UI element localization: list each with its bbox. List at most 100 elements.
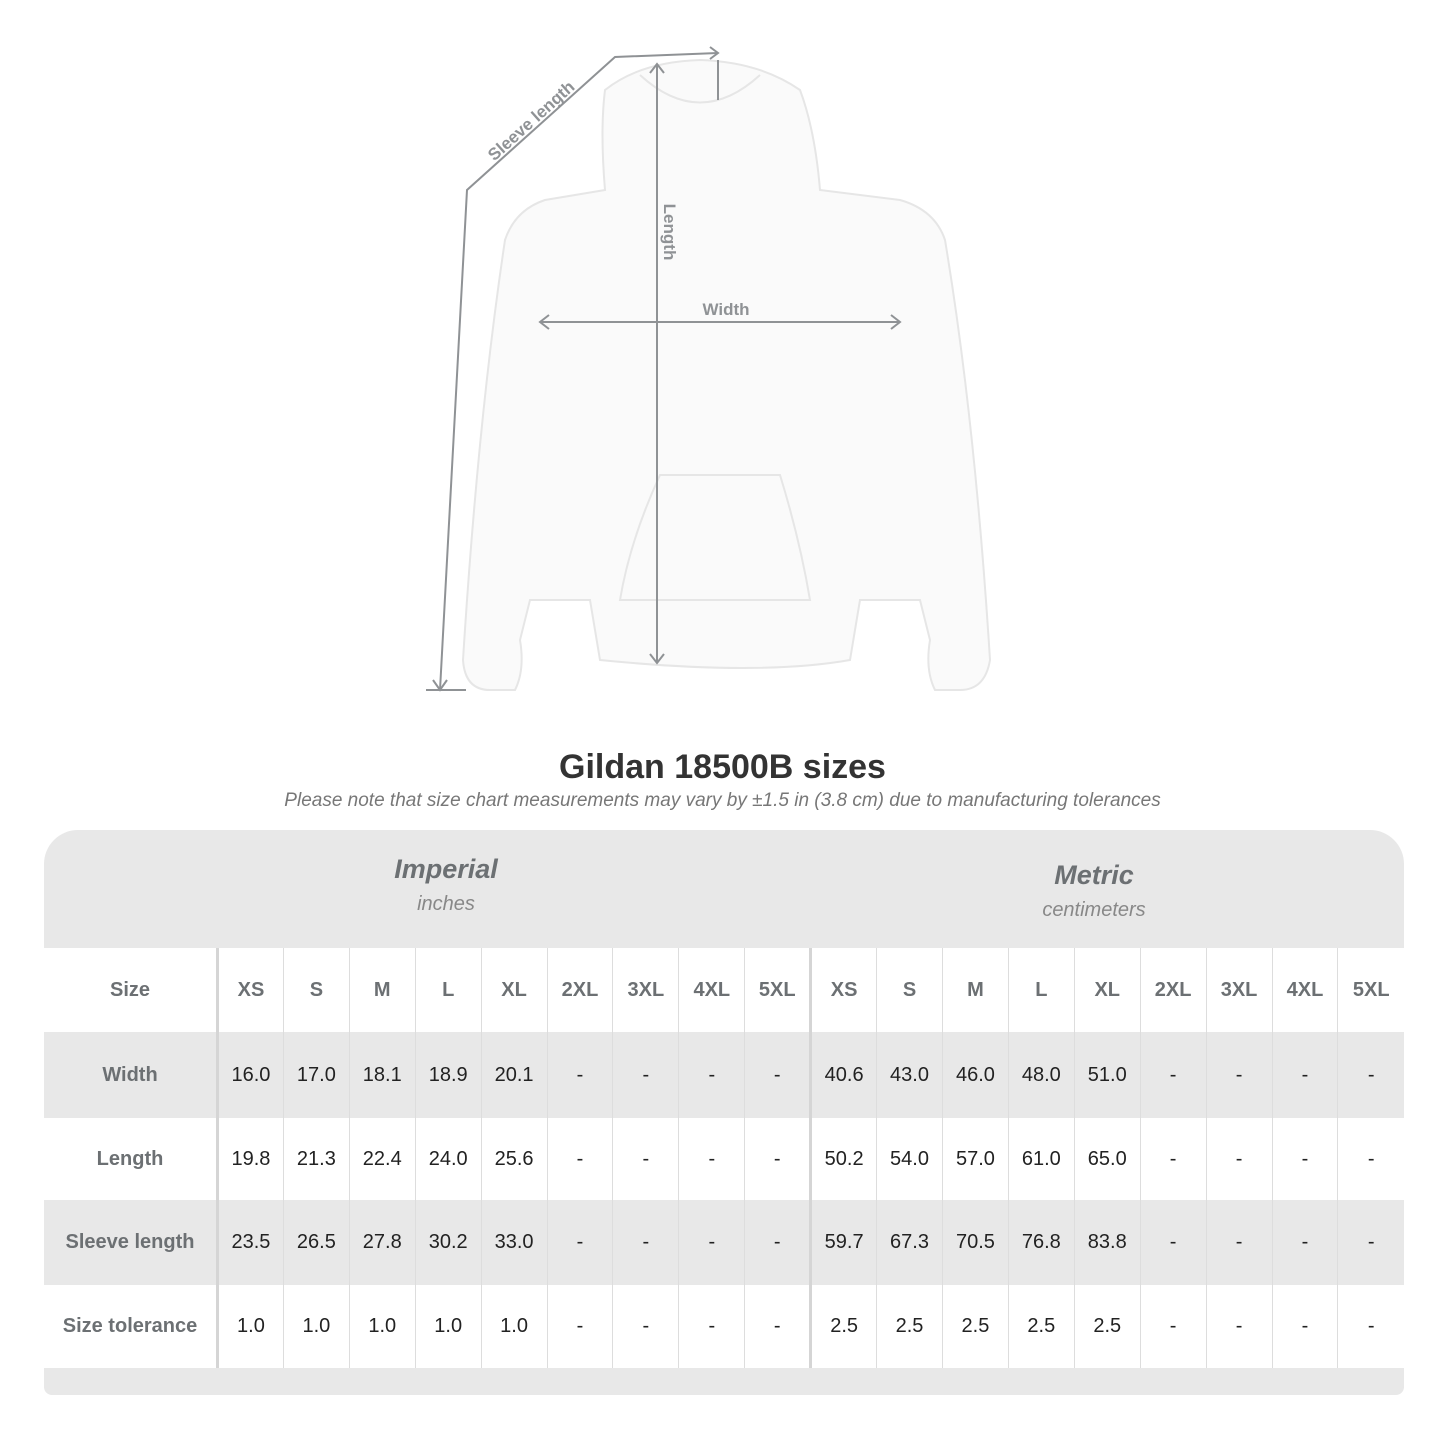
imperial-value-cell: - xyxy=(612,1285,679,1368)
page-title: Gildan 18500B sizes xyxy=(559,748,886,786)
imperial-size-header: L xyxy=(414,948,482,1032)
imperial-size-header: 3XL xyxy=(612,948,679,1032)
imperial-value-cell: 1.0 xyxy=(282,1285,350,1368)
imperial-value-cell: - xyxy=(612,1200,679,1285)
metric-size-header: S xyxy=(876,948,943,1032)
imperial-size-header: 4XL xyxy=(678,948,745,1032)
imperial-value-cell: - xyxy=(678,1200,745,1285)
metric-size-header: L xyxy=(1007,948,1075,1032)
imperial-value-cell: 22.4 xyxy=(348,1118,416,1200)
metric-value-cell: 57.0 xyxy=(941,1118,1009,1200)
imperial-value-cell: 1.0 xyxy=(348,1285,416,1368)
metric-value-cell: 76.8 xyxy=(1007,1200,1075,1285)
metric-value-cell: 83.8 xyxy=(1073,1200,1141,1285)
imperial-value-cell: - xyxy=(678,1118,745,1200)
metric-value-cell: 43.0 xyxy=(876,1032,943,1118)
row-label: Size tolerance xyxy=(44,1285,219,1368)
size-table-panel: Imperial inches Metric centimeters Size X… xyxy=(44,830,1404,1395)
metric-size-header: M xyxy=(941,948,1009,1032)
metric-value-cell: - xyxy=(1271,1285,1338,1368)
imperial-value-cell: - xyxy=(744,1285,811,1368)
width-label: Width xyxy=(702,300,749,319)
metric-size-header: 2XL xyxy=(1139,948,1207,1032)
imperial-value-cell: 16.0 xyxy=(217,1032,284,1118)
metric-value-cell: - xyxy=(1337,1118,1404,1200)
metric-value-cell: - xyxy=(1139,1285,1207,1368)
size-table: Size XS S M L XL 2XL 3XL 4XL 5XL XS S M L XL 2XL 3XL 4XL 5… xyxy=(44,948,1404,1368)
size-label: Size xyxy=(44,948,219,1032)
metric-value-cell: 48.0 xyxy=(1007,1032,1075,1118)
metric-value-cell: 67.3 xyxy=(876,1200,943,1285)
metric-value-cell: 54.0 xyxy=(876,1118,943,1200)
length-label: Length xyxy=(660,204,679,261)
tolerance-note: Please note that size chart measurements… xyxy=(284,790,1161,811)
metric-value-cell: - xyxy=(1271,1118,1338,1200)
imperial-size-header: S xyxy=(282,948,350,1032)
imperial-value-cell: 26.5 xyxy=(282,1200,350,1285)
imperial-value-cell: 19.8 xyxy=(217,1118,284,1200)
sleeve-length-label: Sleeve length xyxy=(484,77,578,164)
metric-value-cell: - xyxy=(1271,1200,1338,1285)
metric-size-header: 3XL xyxy=(1205,948,1272,1032)
imperial-value-cell: 20.1 xyxy=(480,1032,548,1118)
imperial-value-cell: 24.0 xyxy=(414,1118,482,1200)
size-header-row: Size XS S M L XL 2XL 3XL 4XL 5XL XS S M L XL 2XL 3XL 4XL 5… xyxy=(44,948,1404,1032)
imperial-value-cell: 21.3 xyxy=(282,1118,350,1200)
imperial-value-cell: - xyxy=(612,1032,679,1118)
metric-size-header: XL xyxy=(1073,948,1141,1032)
metric-unit: centimeters xyxy=(1042,899,1146,921)
row-label: Width xyxy=(44,1032,219,1118)
metric-value-cell: 65.0 xyxy=(1073,1118,1141,1200)
metric-size-header: XS xyxy=(809,948,877,1032)
imperial-size-header: XS xyxy=(217,948,284,1032)
table-row: Size tolerance 1.0 1.0 1.0 1.0 1.0- - - -2.5 2.5 2… xyxy=(44,1285,1404,1368)
imperial-value-cell: 30.2 xyxy=(414,1200,482,1285)
imperial-value-cell: - xyxy=(546,1118,613,1200)
metric-value-cell: 50.2 xyxy=(809,1118,877,1200)
imperial-size-header: 2XL xyxy=(546,948,613,1032)
metric-value-cell: - xyxy=(1337,1285,1404,1368)
metric-value-cell: 2.5 xyxy=(1073,1285,1141,1368)
metric-header: Metric centimeters xyxy=(824,860,1364,922)
metric-value-cell: 61.0 xyxy=(1007,1118,1075,1200)
imperial-value-cell: 27.8 xyxy=(348,1200,416,1285)
metric-value-cell: 40.6 xyxy=(809,1032,877,1118)
imperial-value-cell: - xyxy=(678,1285,745,1368)
imperial-value-cell: 23.5 xyxy=(217,1200,284,1285)
metric-heading: Metric xyxy=(1054,860,1134,890)
metric-value-cell: 2.5 xyxy=(876,1285,943,1368)
imperial-heading: Imperial xyxy=(394,854,498,884)
table-row: Length 19.8 21.3 22.4 24.0 25.6- - - -50.2 54.0 57… xyxy=(44,1118,1404,1200)
metric-value-cell: - xyxy=(1337,1200,1404,1285)
imperial-size-header: XL xyxy=(480,948,548,1032)
imperial-unit: inches xyxy=(417,893,475,915)
imperial-value-cell: - xyxy=(546,1032,613,1118)
metric-value-cell: 46.0 xyxy=(941,1032,1009,1118)
metric-value-cell: - xyxy=(1337,1032,1404,1118)
metric-value-cell: - xyxy=(1205,1118,1272,1200)
table-row: Width 16.0 17.0 18.1 18.9 20.1- - - -40.6 43.0 46.… xyxy=(44,1032,1404,1118)
metric-value-cell: - xyxy=(1205,1032,1272,1118)
metric-value-cell: 59.7 xyxy=(809,1200,877,1285)
imperial-value-cell: 25.6 xyxy=(480,1118,548,1200)
row-label: Length xyxy=(44,1118,219,1200)
imperial-value-cell: 33.0 xyxy=(480,1200,548,1285)
hoodie-measurement-diagram: Sleeve length Length Width xyxy=(426,46,992,692)
imperial-value-cell: 18.9 xyxy=(414,1032,482,1118)
measure-lines xyxy=(426,46,902,692)
row-label: Sleeve length xyxy=(44,1200,219,1285)
metric-size-header: 4XL xyxy=(1271,948,1338,1032)
metric-value-cell: 70.5 xyxy=(941,1200,1009,1285)
metric-value-cell: 51.0 xyxy=(1073,1032,1141,1118)
metric-value-cell: - xyxy=(1139,1118,1207,1200)
imperial-value-cell: 1.0 xyxy=(217,1285,284,1368)
imperial-value-cell: - xyxy=(744,1118,811,1200)
metric-value-cell: - xyxy=(1205,1285,1272,1368)
metric-size-header: 5XL xyxy=(1337,948,1404,1032)
hoodie-illustration xyxy=(461,58,992,691)
imperial-value-cell: - xyxy=(546,1200,613,1285)
imperial-size-header: M xyxy=(348,948,416,1032)
metric-value-cell: - xyxy=(1139,1200,1207,1285)
imperial-value-cell: 1.0 xyxy=(414,1285,482,1368)
metric-value-cell: 2.5 xyxy=(1007,1285,1075,1368)
